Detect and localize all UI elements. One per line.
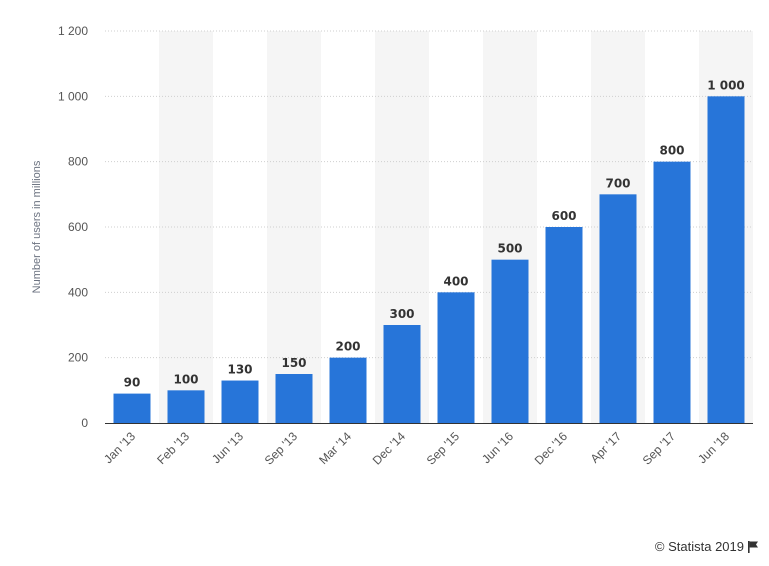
x-tick-label: Apr '17 xyxy=(588,429,625,466)
x-tick-label: Jun '13 xyxy=(209,429,246,466)
bar[interactable] xyxy=(599,194,637,423)
bar[interactable] xyxy=(221,380,259,423)
bar[interactable] xyxy=(113,393,151,423)
data-label: 600 xyxy=(551,209,576,223)
x-tick-label: Sep '17 xyxy=(640,429,679,468)
data-label: 400 xyxy=(443,274,468,288)
x-tick-label: Dec '16 xyxy=(532,429,571,468)
bar[interactable] xyxy=(329,357,367,423)
flag-icon[interactable] xyxy=(748,540,759,553)
bar[interactable] xyxy=(653,161,691,423)
y-tick-label: 400 xyxy=(68,285,88,299)
bar[interactable] xyxy=(167,390,205,423)
data-label: 1 000 xyxy=(707,78,745,92)
bar[interactable] xyxy=(491,259,529,423)
data-label: 100 xyxy=(173,372,198,386)
x-axis-ticks: Jan '13 Feb '13 Jun '13 Sep '13 Mar '14 Dec '… xyxy=(101,429,732,468)
data-label: 90 xyxy=(124,376,141,390)
x-tick-label: Feb '13 xyxy=(154,429,192,467)
data-label: 500 xyxy=(497,242,522,256)
x-tick-label: Mar '14 xyxy=(316,429,354,467)
credit-text: © Statista 2019 xyxy=(654,539,744,554)
x-tick-label: Sep '15 xyxy=(424,429,463,468)
data-label: 700 xyxy=(605,176,630,190)
y-tick-label: 800 xyxy=(68,155,88,169)
bar[interactable] xyxy=(383,325,421,423)
x-tick-label: Jan '13 xyxy=(101,429,138,466)
x-tick-label: Sep '13 xyxy=(262,429,301,468)
y-tick-label: 1 000 xyxy=(58,89,88,103)
y-tick-label: 0 xyxy=(81,416,88,430)
data-label: 800 xyxy=(659,144,684,158)
x-tick-label: Dec '14 xyxy=(370,429,409,468)
data-label: 300 xyxy=(389,307,414,321)
statista-credit[interactable]: © Statista 2019 xyxy=(655,539,759,554)
data-label: 150 xyxy=(281,356,306,370)
bar[interactable] xyxy=(545,227,583,423)
data-label: 200 xyxy=(335,340,360,354)
y-axis-ticks: 0 200 400 600 800 1 000 1 200 xyxy=(58,24,88,430)
gridlines xyxy=(105,30,753,359)
x-tick-label: Jun '16 xyxy=(479,429,516,466)
data-label: 130 xyxy=(227,363,252,377)
bar[interactable] xyxy=(275,374,313,423)
y-axis-title: Number of users in millions xyxy=(31,160,43,293)
bar[interactable] xyxy=(707,96,745,423)
bar[interactable] xyxy=(437,292,475,423)
data-labels: 90 100 130 150 200 300 400 500 600 700 800 1 000 xyxy=(124,78,745,389)
y-tick-label: 600 xyxy=(68,220,88,234)
x-tick-label: Jun '18 xyxy=(695,429,732,466)
y-tick-label: 1 200 xyxy=(58,24,88,38)
bars xyxy=(113,96,745,423)
y-tick-label: 200 xyxy=(68,351,88,365)
